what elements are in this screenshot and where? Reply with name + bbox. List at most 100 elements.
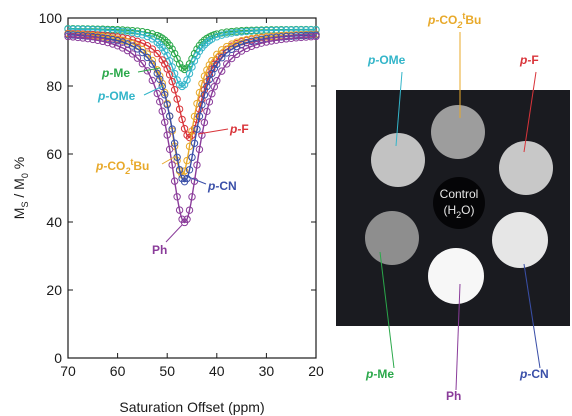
data-point-p-CN <box>218 54 226 62</box>
data-point-p-OMe <box>218 31 226 39</box>
series-label-Ph: Ph <box>152 243 167 257</box>
data-point-Ph <box>213 77 221 85</box>
phantom-well-p-F <box>499 141 553 195</box>
data-point-p-CN <box>188 153 196 162</box>
data-point-p-CN <box>213 60 221 69</box>
data-point-p-CN <box>232 42 241 51</box>
series-label-p-OMe: p-OMe <box>97 89 136 103</box>
data-point-p-CN <box>210 64 219 73</box>
data-point-p-F <box>178 115 186 124</box>
control-well <box>433 177 485 229</box>
data-point-Ph <box>183 215 191 223</box>
data-point-p-Me <box>168 45 176 53</box>
plot-frame <box>67 17 317 359</box>
data-point-p-CN <box>175 166 184 174</box>
data-point-p-OMe <box>223 30 231 38</box>
data-point-p-OMe <box>103 26 112 35</box>
phantom-well-p-CO2tBu <box>431 105 485 159</box>
data-point-Ph <box>148 76 157 85</box>
phantom-label-p-Me: p-Me <box>365 367 394 381</box>
data-point-p-CN <box>168 125 176 133</box>
data-point-Ph <box>203 107 211 116</box>
data-point-Ph <box>113 42 122 50</box>
data-point-Ph <box>163 131 171 139</box>
data-point-Ph <box>138 59 147 68</box>
data-point-p-OMe <box>213 33 221 41</box>
y-axis-ticks: 0 20 40 60 80 100 <box>39 10 316 366</box>
data-point-p-CN <box>185 166 194 174</box>
data-point-Ph <box>223 60 231 68</box>
data-point-p-F <box>165 71 174 79</box>
phantom-leader-p-OMe <box>395 71 403 147</box>
data-point-p-CO2tBu <box>188 127 196 135</box>
data-point-p-OMe <box>183 76 191 84</box>
data-point-Ph <box>173 193 181 201</box>
label-leader-p-CO2tBu <box>161 155 177 165</box>
data-point-p-OMe <box>133 29 142 38</box>
phantom-label-Ph: Ph <box>446 389 461 403</box>
data-point-p-OMe <box>203 38 211 47</box>
x-tick-label: 60 <box>110 363 126 379</box>
data-point-p-F <box>158 56 166 64</box>
series-line-p-F <box>68 32 316 139</box>
data-point-p-CO2tBu <box>200 72 209 80</box>
data-point-p-Me <box>198 38 206 47</box>
data-point-p-CN <box>133 45 142 53</box>
data-point-Ph <box>218 67 226 75</box>
data-point-Ph <box>232 50 241 59</box>
data-point-Ph <box>185 206 194 214</box>
data-point-p-CN <box>183 174 191 183</box>
data-point-p-OMe <box>227 29 236 37</box>
data-point-Ph <box>208 90 216 98</box>
data-point-Ph <box>302 33 310 41</box>
phantom-label-p-F: p-F <box>519 53 539 67</box>
data-point-p-CO2tBu <box>190 112 199 121</box>
data-point-Ph <box>161 118 169 127</box>
data-point-p-CN <box>223 49 231 57</box>
data-point-p-CN <box>153 69 161 78</box>
data-point-p-F <box>143 42 152 50</box>
data-point-Ph <box>79 34 87 42</box>
data-point-Ph <box>262 38 271 46</box>
phantom-label-p-CO2tBu: p-CO2tBu <box>427 11 481 30</box>
x-axis-ticks: 70 60 50 40 30 20 <box>60 18 324 379</box>
phantom-leader-p-F <box>523 71 537 153</box>
series-label-p-CN: p-CN <box>207 179 237 193</box>
data-point-p-F <box>185 133 194 142</box>
y-tick-label: 20 <box>46 282 62 298</box>
data-point-p-F <box>168 77 176 86</box>
data-point-p-CN <box>170 139 179 147</box>
data-point-p-F <box>153 49 161 58</box>
data-point-Ph <box>74 33 82 42</box>
data-point-p-Me <box>165 41 174 50</box>
data-point-Ph <box>175 206 184 214</box>
series-label-p-Me: p-Me <box>101 66 130 80</box>
data-point-Ph <box>200 118 209 127</box>
data-point-Ph <box>257 39 266 47</box>
data-point-p-F <box>173 95 181 103</box>
data-point-p-CO2tBu <box>180 167 189 175</box>
data-point-p-CN <box>200 91 209 99</box>
data-point-p-Me <box>175 60 184 68</box>
data-point-p-OMe <box>193 51 201 60</box>
data-point-p-CO2tBu <box>123 38 132 46</box>
phantom-label-p-CN: p-CN <box>519 367 549 381</box>
data-point-Ph <box>69 33 77 41</box>
data-point-p-CN <box>163 100 171 109</box>
x-tick-label: 50 <box>159 363 175 379</box>
data-point-Ph <box>84 34 92 43</box>
phantom-leader-p-Me <box>379 251 395 369</box>
data-point-Ph <box>312 32 320 41</box>
phantom-label-p-OMe: p-OMe <box>367 53 406 67</box>
data-point-p-OMe <box>69 25 77 33</box>
data-point-Ph <box>168 161 176 169</box>
data-point-Ph <box>198 131 206 139</box>
data-point-p-CN <box>138 48 147 57</box>
data-point-Ph <box>188 193 196 201</box>
data-point-p-OMe <box>272 26 281 34</box>
data-point-p-CO2tBu <box>208 57 216 65</box>
data-point-p-Me <box>218 29 226 37</box>
data-point-p-OMe <box>168 63 176 71</box>
data-point-p-Me <box>161 36 169 44</box>
phantom-well-Ph <box>428 248 484 304</box>
